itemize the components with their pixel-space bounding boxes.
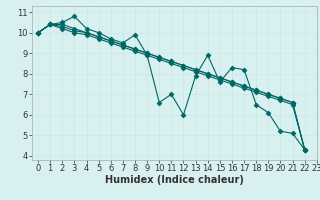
X-axis label: Humidex (Indice chaleur): Humidex (Indice chaleur) <box>105 175 244 185</box>
